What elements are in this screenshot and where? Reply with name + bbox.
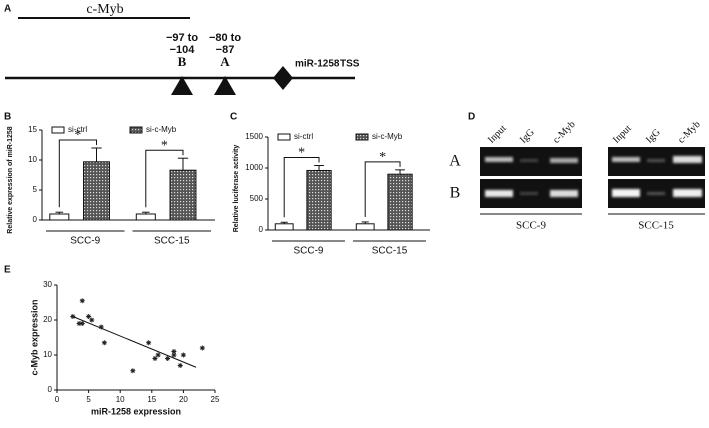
x-tick-label: 20 (179, 395, 188, 404)
x-tick-label: 10 (116, 395, 125, 404)
significance-label: * (379, 150, 386, 165)
bar (83, 161, 110, 221)
legend-swatch (355, 133, 369, 141)
x-tick-label: SCC-15 (372, 246, 408, 257)
row-label: B (450, 185, 461, 202)
site-range: −87 (216, 44, 235, 56)
gel (480, 147, 705, 208)
y-tick-label: 0 (48, 385, 53, 394)
y-tick-label: 15 (28, 125, 37, 134)
panel-label: D (468, 112, 475, 123)
y-tick-label: 5 (33, 185, 38, 194)
panel-label: E (4, 265, 11, 276)
site-range: −80 to (209, 32, 241, 44)
legend-swatch (277, 133, 291, 141)
cell-line-label: SCC-9 (516, 220, 546, 232)
bar (169, 169, 197, 221)
y-tick-label: 10 (28, 155, 37, 164)
significance-bracket (58, 139, 97, 208)
significance-bracket (364, 161, 401, 217)
y-axis-label: c-Myb expression (29, 299, 39, 375)
legend-swatch (51, 126, 65, 134)
bar (355, 223, 375, 231)
point (79, 321, 85, 326)
point (180, 352, 186, 358)
point (155, 352, 161, 358)
point (86, 314, 92, 319)
y-axis-label: Relative luciferase activity (233, 145, 240, 233)
tss-label: TSS (340, 59, 360, 70)
y-tick-label: 30 (43, 280, 52, 289)
significance-label: * (74, 128, 81, 143)
cell-line-label: SCC-15 (638, 220, 674, 232)
column-label: c-Myb (676, 119, 703, 146)
column-label: Input (486, 123, 509, 146)
legend-label: si-c-Myb (372, 132, 403, 141)
mirna-marker (273, 66, 293, 90)
x-tick-label: SCC-9 (293, 246, 323, 257)
point (177, 363, 183, 368)
row-label: A (449, 153, 461, 170)
point (79, 298, 85, 304)
point (171, 349, 177, 354)
x-tick-label: 15 (147, 395, 156, 404)
bar (135, 213, 156, 221)
y-tick-label: 10 (43, 350, 52, 359)
legend-swatch (129, 126, 143, 134)
bar (274, 223, 294, 231)
point (101, 340, 107, 346)
point (171, 352, 177, 358)
legend-label: si-c-Myb (146, 125, 177, 134)
point (70, 314, 76, 319)
legend-label: si-ctrl (68, 125, 87, 134)
column-label: IgG (644, 127, 663, 146)
point (76, 321, 82, 326)
point (130, 368, 136, 374)
trend-line (72, 316, 197, 368)
y-tick-label: 20 (43, 315, 52, 324)
site-range: −97 to (166, 32, 198, 44)
point (199, 345, 205, 351)
point (165, 356, 171, 361)
significance-bracket (145, 149, 184, 208)
site-marker (214, 76, 236, 95)
gene-label: c-Myb (86, 2, 123, 17)
panel-label: C (230, 112, 237, 123)
legend-label: si-ctrl (294, 132, 313, 141)
site-range: −104 (170, 44, 196, 56)
x-tick-label: 5 (86, 395, 91, 404)
x-axis-label: miR-1258 expression (91, 406, 181, 416)
bar (49, 213, 70, 221)
significance-bracket (283, 157, 320, 218)
x-tick-label: SCC-9 (70, 236, 100, 247)
site-name: B (178, 54, 187, 69)
mirna-label: miR-1258 (295, 59, 340, 70)
column-label: IgG (518, 127, 537, 146)
y-tick-label: 0 (259, 225, 264, 234)
point (98, 324, 104, 330)
column-label: Input (611, 123, 634, 146)
significance-label: * (298, 146, 305, 161)
panel-label: A (4, 4, 11, 15)
y-tick-label: 1500 (245, 132, 263, 141)
panel-label: B (4, 112, 11, 123)
x-tick-label: 25 (211, 395, 220, 404)
point (89, 317, 95, 323)
y-axis-label: Relative expression of miR-1258 (7, 126, 14, 233)
site-marker (171, 76, 193, 95)
significance-label: * (161, 138, 168, 153)
column-label: c-Myb (551, 119, 578, 146)
site-name: A (220, 54, 230, 69)
bar (306, 169, 332, 231)
x-tick-label: SCC-15 (154, 236, 190, 247)
y-tick-label: 0 (33, 215, 38, 224)
bar (387, 173, 413, 231)
y-tick-label: 500 (250, 194, 264, 203)
point (152, 356, 158, 361)
point (146, 340, 152, 346)
y-tick-label: 1000 (245, 163, 263, 172)
x-tick-label: 0 (55, 395, 60, 404)
